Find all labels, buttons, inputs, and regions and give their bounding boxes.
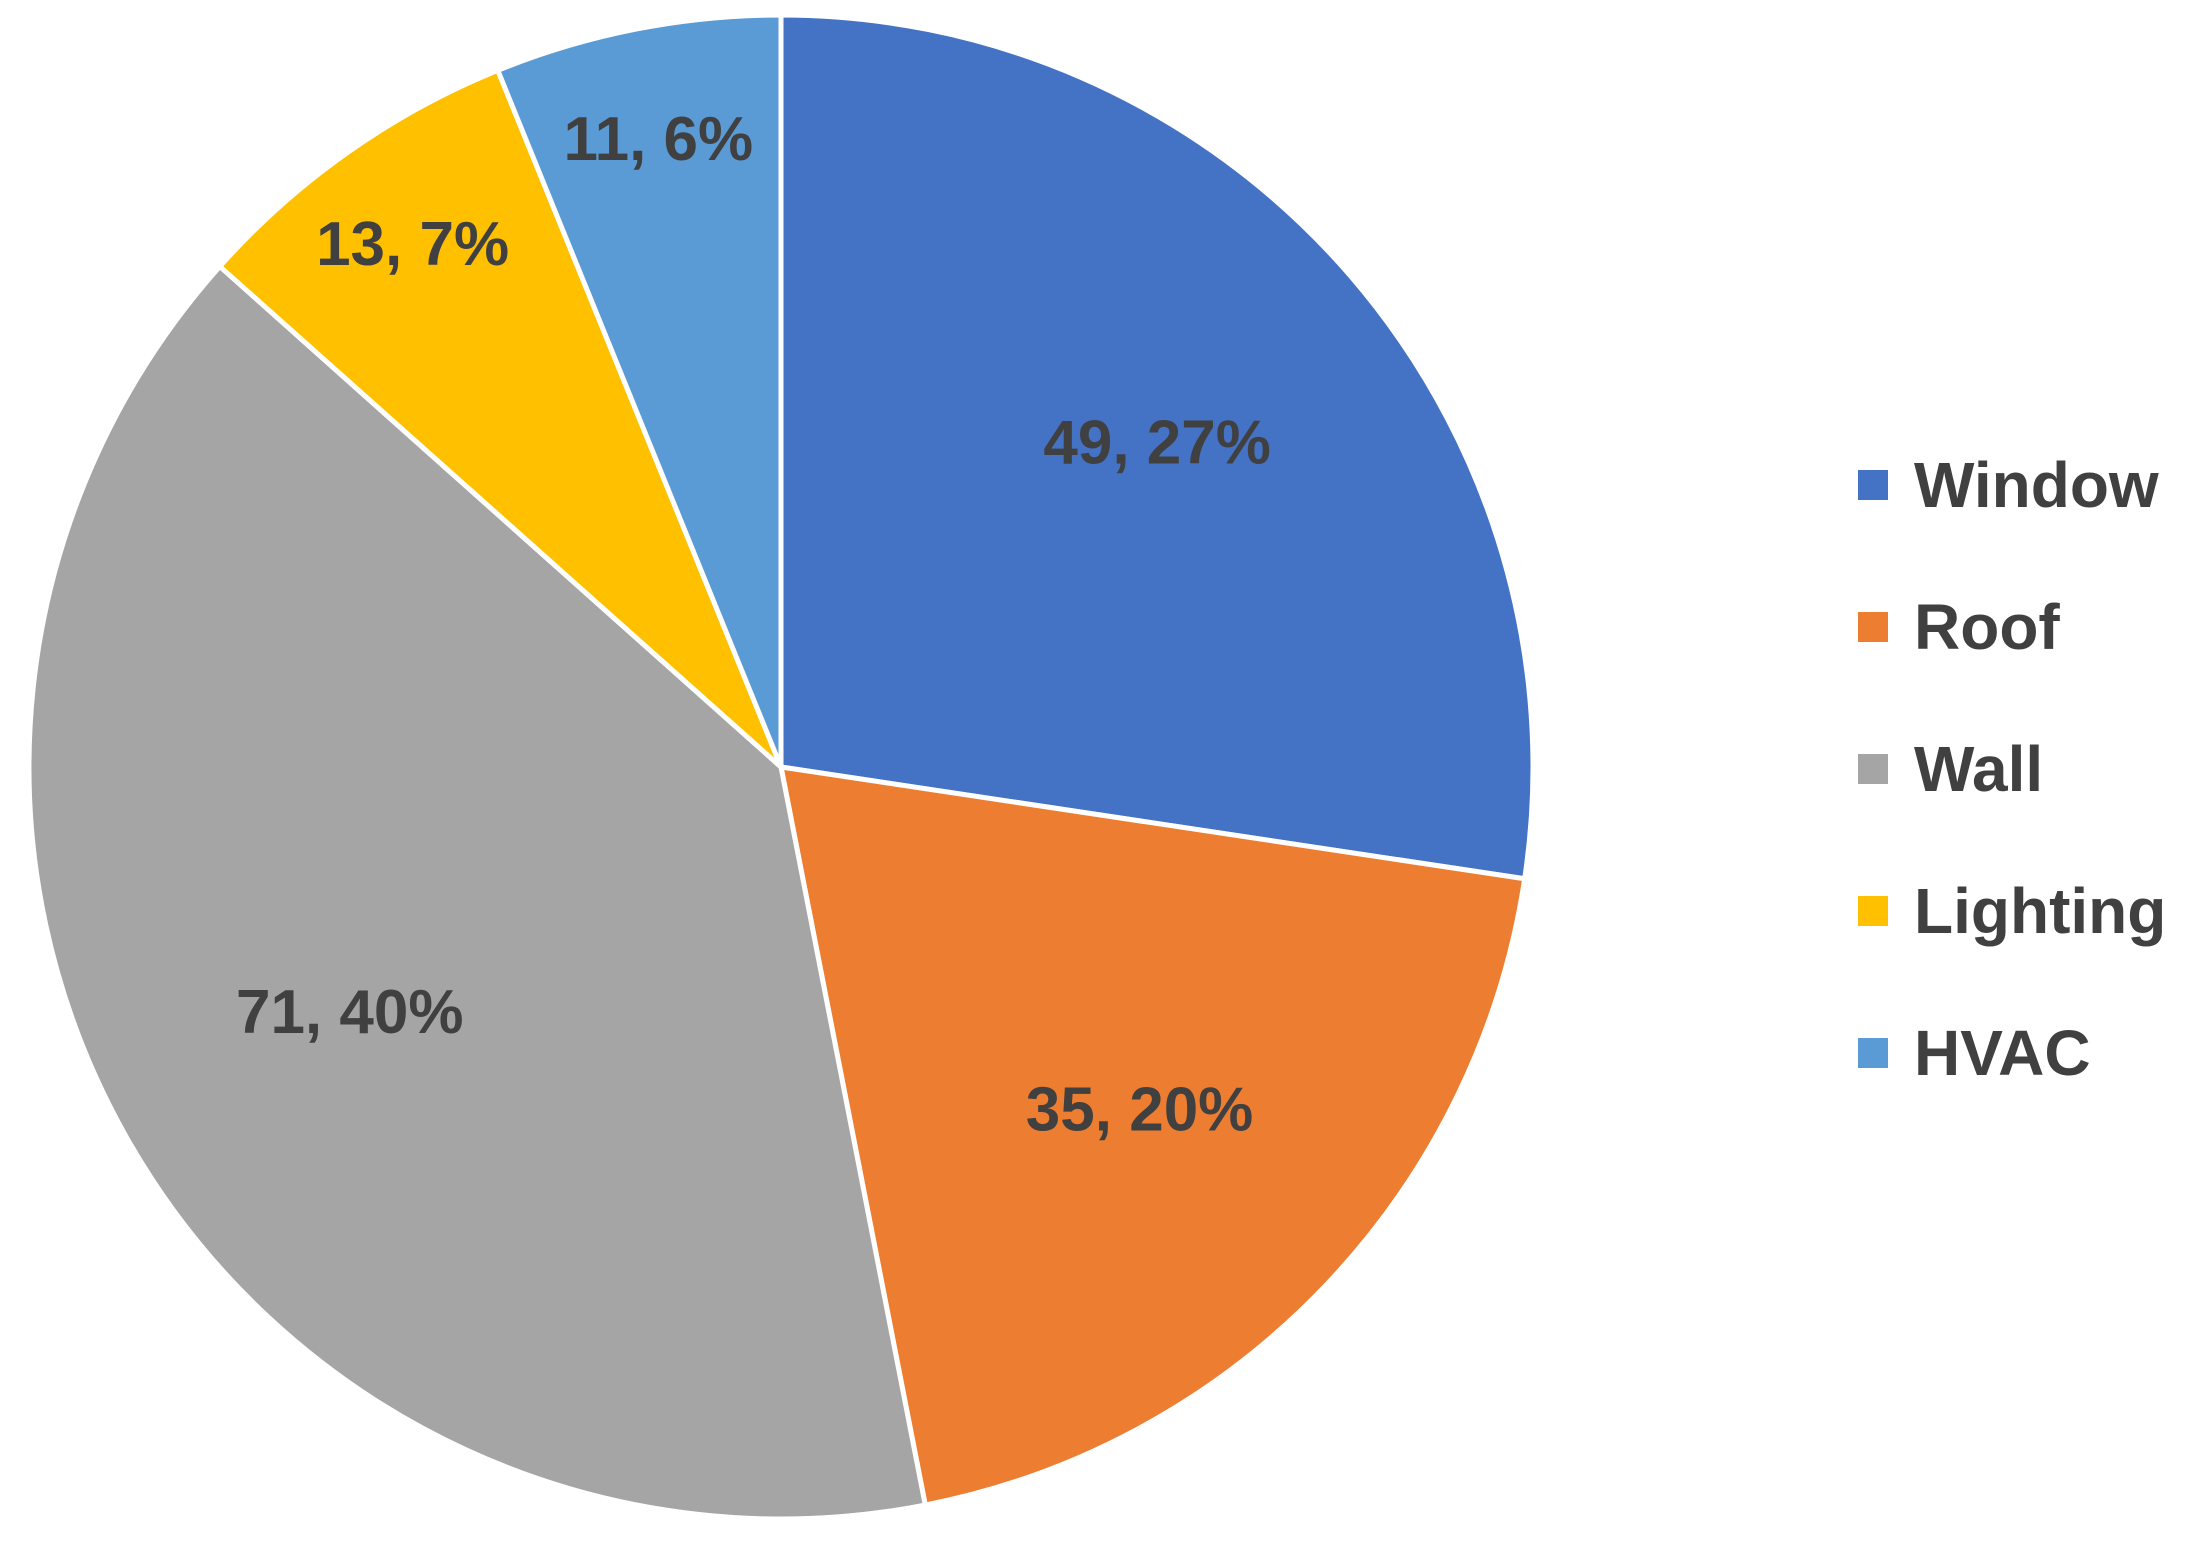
legend-swatch-lighting — [1858, 896, 1888, 926]
legend-swatch-wall — [1858, 754, 1888, 784]
data-label-lighting: 13, 7% — [316, 210, 509, 279]
legend-swatch-roof — [1858, 612, 1888, 642]
legend-item-wall: Wall — [1858, 733, 2043, 805]
pie-slice-wall — [26, 263, 928, 1522]
data-label-window: 49, 27% — [1043, 409, 1271, 478]
legend-label-roof: Roof — [1914, 591, 2060, 663]
legend-label-hvac: HVAC — [1914, 1017, 2091, 1089]
pie-slice-roof — [778, 764, 1528, 1508]
legend-item-hvac: HVAC — [1858, 1017, 2091, 1089]
data-label-roof: 35, 20% — [1026, 1076, 1254, 1145]
legend-label-lighting: Lighting — [1914, 875, 2166, 947]
pie-slice-window — [778, 12, 1536, 882]
legend-label-wall: Wall — [1914, 733, 2043, 805]
legend-swatch-window — [1858, 470, 1888, 500]
pie-slice-hvac — [495, 12, 784, 770]
data-label-wall: 71, 40% — [236, 978, 464, 1047]
legend-swatch-hvac — [1858, 1038, 1888, 1068]
pie-slices — [26, 12, 1536, 1522]
legend-item-roof: Roof — [1858, 591, 2060, 663]
legend: Window Roof Wall Lighting HVAC — [1858, 449, 2166, 1089]
data-labels: 49, 27% 35, 20% 71, 40% 13, 7% 11, 6% — [236, 105, 1271, 1144]
pie-slice-lighting — [217, 67, 784, 770]
legend-label-window: Window — [1914, 449, 2159, 521]
legend-item-window: Window — [1858, 449, 2159, 521]
legend-item-lighting: Lighting — [1858, 875, 2166, 947]
data-label-hvac: 11, 6% — [564, 105, 754, 174]
